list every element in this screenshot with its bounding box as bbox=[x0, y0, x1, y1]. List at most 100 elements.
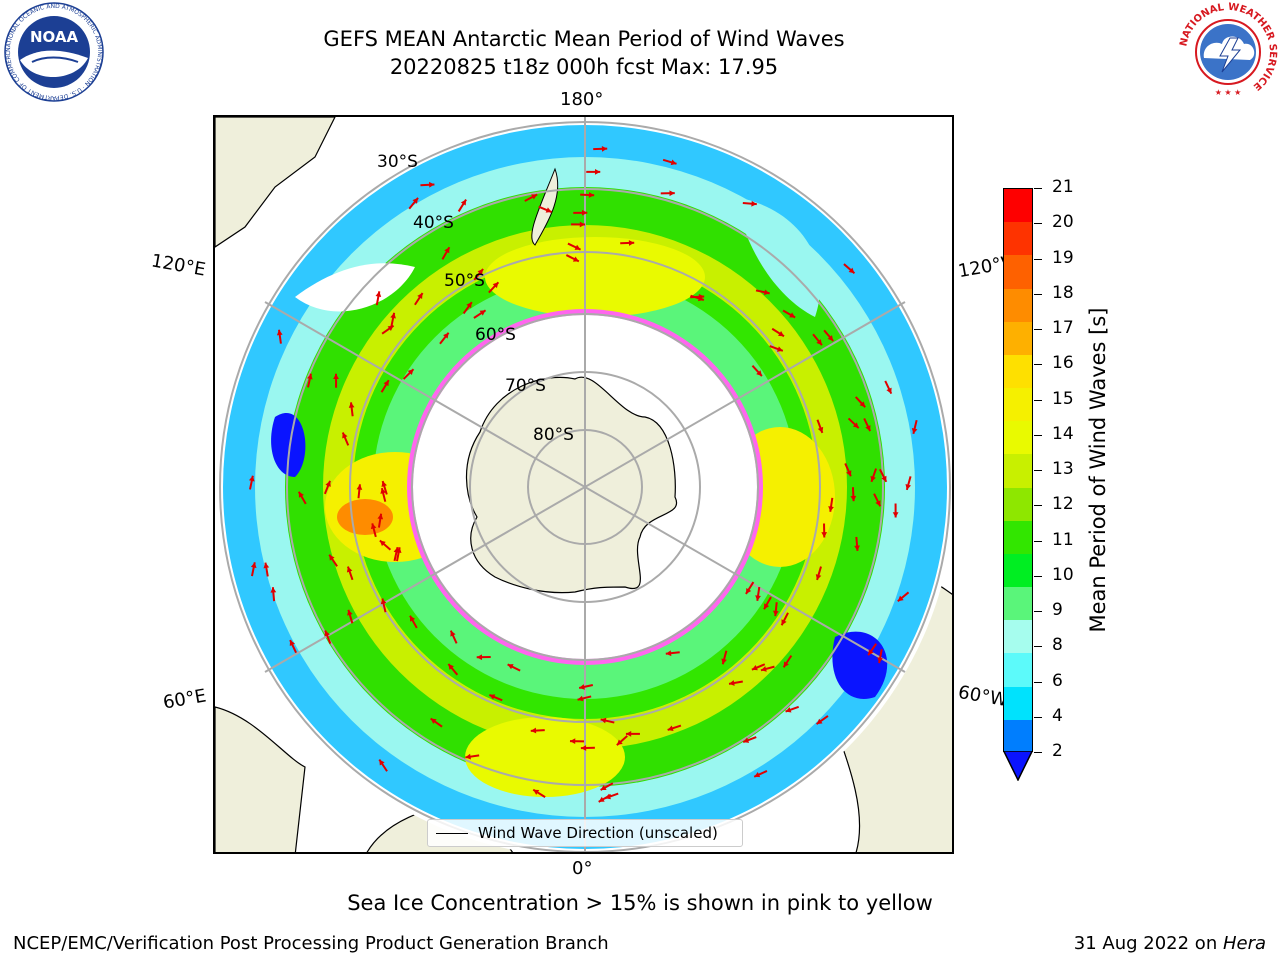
lat-label-60s: 60°S bbox=[475, 325, 516, 345]
colorbar-tick-label: 17 bbox=[1052, 318, 1074, 338]
colorbar-tick bbox=[1034, 505, 1042, 507]
direction-arrow-head bbox=[755, 595, 761, 601]
colorbar-segment bbox=[1004, 354, 1032, 389]
direction-arrow-head bbox=[347, 609, 353, 616]
colorbar-tick bbox=[1034, 470, 1042, 471]
direction-arrow-head bbox=[764, 603, 770, 610]
direction-arrow-head bbox=[756, 370, 762, 377]
direction-arrow-head bbox=[379, 759, 385, 766]
wind-wave-direction-arrows bbox=[248, 145, 918, 803]
direction-arrow-head bbox=[897, 595, 904, 602]
direction-arrow-head bbox=[859, 401, 866, 408]
direction-arrow-head bbox=[781, 619, 787, 626]
direction-arrow-head bbox=[865, 425, 871, 432]
direction-arrow-head bbox=[669, 190, 675, 197]
direction-arrow-head bbox=[579, 221, 586, 228]
direction-arrow-head bbox=[466, 302, 472, 309]
polar-map-canvas bbox=[215, 117, 952, 852]
lat-label-80s: 80°S bbox=[533, 425, 574, 445]
direction-arrow-head bbox=[598, 796, 605, 802]
colorbar-tick bbox=[1034, 540, 1042, 542]
colorbar-tick bbox=[1034, 646, 1042, 648]
direction-arrow-head bbox=[815, 574, 822, 580]
colorbar-tick bbox=[1034, 575, 1042, 577]
direction-arrow-head bbox=[379, 540, 386, 547]
direction-arrow-head bbox=[886, 387, 892, 394]
svg-text:★ ★ ★: ★ ★ ★ bbox=[1215, 88, 1242, 97]
direction-arrow-head bbox=[492, 282, 499, 289]
direction-arrow-head bbox=[390, 312, 396, 319]
direction-arrow-head bbox=[370, 523, 377, 530]
direction-arrow-head bbox=[850, 495, 857, 502]
colorbar-tick bbox=[1034, 681, 1042, 683]
direction-arrow-head bbox=[760, 666, 767, 672]
chart-title: GEFS MEAN Antarctic Mean Period of Wind … bbox=[323, 27, 845, 51]
nws-logo-icon: NATIONAL WEATHER SERVICE ★ ★ ★ bbox=[1178, 2, 1278, 101]
direction-arrow-head bbox=[325, 480, 331, 487]
colorbar-tick-label: 11 bbox=[1052, 529, 1074, 550]
direction-arrow-head bbox=[905, 484, 912, 490]
direction-arrow-head bbox=[380, 598, 387, 605]
colorbar-tick-label: 10 bbox=[1052, 564, 1074, 585]
direction-arrow-head bbox=[545, 207, 552, 213]
direction-arrow-head bbox=[430, 718, 437, 724]
direction-arrow-head bbox=[465, 753, 471, 760]
legend-line-icon bbox=[436, 832, 468, 834]
colorbar-tick bbox=[1034, 329, 1042, 330]
direction-arrow-head bbox=[248, 475, 255, 482]
direction-arrow-head bbox=[356, 484, 363, 490]
direction-arrow-head bbox=[789, 312, 796, 318]
direction-arrow-head bbox=[816, 339, 822, 346]
direction-arrow-head bbox=[448, 664, 454, 670]
lat-label-70s: 70°S bbox=[505, 376, 546, 396]
colorbar-tick-label: 20 bbox=[1052, 212, 1074, 233]
lon-label-120e: 120°E bbox=[149, 250, 208, 281]
direction-arrow-head bbox=[745, 587, 752, 594]
colorbar-segment bbox=[1004, 388, 1032, 422]
colorbar-tick-label: 14 bbox=[1052, 423, 1074, 444]
colorbar-underflow-triangle bbox=[1003, 751, 1033, 781]
direction-arrow-head bbox=[417, 293, 423, 300]
direction-arrow-head bbox=[429, 181, 435, 188]
direction-arrow-head bbox=[751, 200, 757, 207]
direction-arrow-head bbox=[530, 727, 537, 734]
direction-arrow-head bbox=[870, 475, 876, 482]
direction-arrow-head bbox=[533, 789, 540, 795]
colorbar-tick bbox=[1034, 399, 1042, 401]
direction-arrow-head bbox=[263, 562, 270, 569]
direction-arrow-head bbox=[410, 615, 416, 622]
direction-arrow-head bbox=[625, 731, 632, 737]
direction-arrow-head bbox=[729, 680, 735, 686]
colorbar-segment bbox=[1004, 686, 1032, 721]
direction-arrow-head bbox=[377, 513, 384, 520]
colorbar-tick-label: 6 bbox=[1052, 670, 1063, 691]
antarctica bbox=[465, 376, 678, 594]
colorbar-segment bbox=[1004, 454, 1032, 489]
polar-map bbox=[213, 115, 954, 854]
lat-label-30s: 30°S bbox=[377, 152, 418, 172]
direction-arrow-head bbox=[605, 793, 611, 800]
direction-arrow-head bbox=[477, 268, 484, 275]
direction-arrow-head bbox=[600, 717, 607, 724]
direction-arrow-head bbox=[380, 488, 386, 494]
direction-arrow-head bbox=[721, 658, 727, 665]
lon-label-180: 180° bbox=[560, 89, 604, 110]
direction-arrow-head bbox=[892, 512, 899, 518]
colorbar-segment bbox=[1004, 653, 1032, 688]
chart-subtitle-run: 20220825 t18z 000h fcst Max: 17.95 bbox=[389, 55, 779, 79]
direction-arrow-head bbox=[450, 630, 456, 637]
direction-arrow-head bbox=[572, 256, 579, 262]
direction-arrow-head bbox=[875, 500, 881, 507]
lat-label-50s: 50°S bbox=[444, 271, 485, 291]
direction-arrow-head bbox=[569, 738, 576, 745]
svg-text:NOAA: NOAA bbox=[30, 28, 79, 46]
direction-arrow-head bbox=[387, 325, 394, 332]
direction-arrow-head bbox=[665, 650, 672, 657]
colorbar-tick-label: 19 bbox=[1052, 247, 1074, 268]
direction-arrow-head bbox=[616, 739, 623, 746]
direction-arrow-head bbox=[329, 554, 335, 561]
direction-arrow-head bbox=[667, 725, 674, 732]
direction-arrow-head bbox=[785, 707, 792, 713]
colorbar-segment bbox=[1004, 719, 1032, 754]
sea-ice-note: Sea Ice Concentration > 15% is shown in … bbox=[347, 891, 933, 915]
